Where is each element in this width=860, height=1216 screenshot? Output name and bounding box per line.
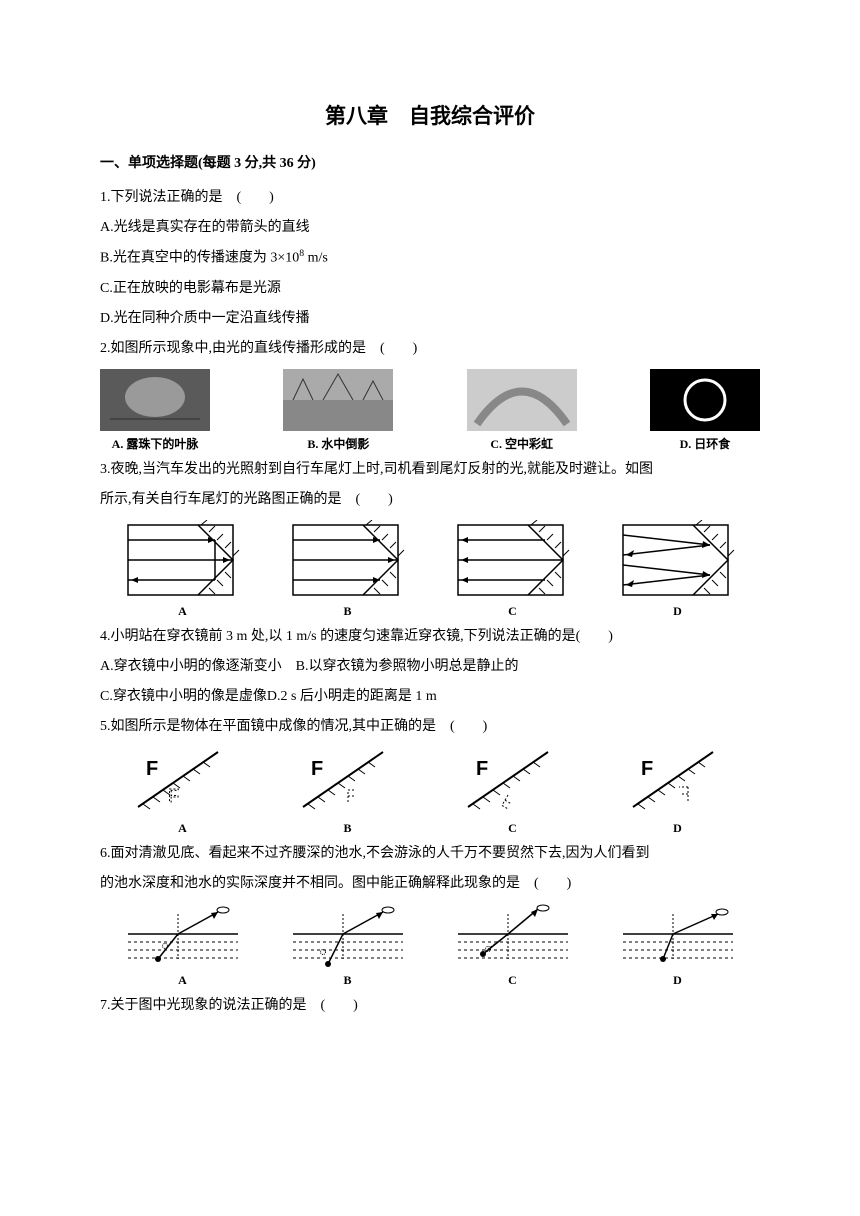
page-title: 第八章 自我综合评价 (100, 100, 760, 130)
q2-img-B: B. 水中倒影 (283, 369, 393, 452)
reflector-diagram-B (288, 520, 408, 600)
q3-lab-D: D (673, 604, 682, 619)
mirror-F-D: F (623, 747, 733, 817)
dewdrop-icon (100, 369, 210, 431)
q5-lab-D: D (673, 821, 682, 836)
q3-lab-C: C (508, 604, 517, 619)
svg-text:F: F (168, 786, 179, 806)
q6-diag-A: A (123, 904, 243, 988)
reflector-diagram-D (618, 520, 738, 600)
svg-text:F: F (641, 758, 653, 780)
q5-stem: 5.如图所示是物体在平面镜中成像的情况,其中正确的是 ( ) (100, 713, 760, 741)
q5-diag-B: F B (293, 747, 403, 836)
mirror-F-A: F F (128, 747, 238, 817)
q4-optCD: C.穿衣镜中小明的像是虚像D.2 s 后小明走的距离是 1 m (100, 683, 760, 711)
q5-diag-D: F D (623, 747, 733, 836)
q3-diag-D: D (618, 520, 738, 619)
refraction-B (288, 904, 408, 969)
mirror-F-B: F (293, 747, 403, 817)
q3-diag-B: B (288, 520, 408, 619)
q5-lab-A: A (178, 821, 187, 836)
svg-text:F: F (146, 758, 158, 780)
q6-lab-A: A (178, 973, 187, 988)
q2-cap-D: D. 日环食 (680, 435, 731, 452)
q2-cap-A: A. 露珠下的叶脉 (112, 435, 199, 452)
q6-lab-C: C (508, 973, 517, 988)
q2-cap-B: B. 水中倒影 (307, 435, 369, 452)
q6-lab-B: B (343, 973, 351, 988)
q3-diagram-row: A B C D (100, 520, 760, 619)
reflection-icon (283, 369, 393, 431)
q6-lab-D: D (673, 973, 682, 988)
q3-lab-A: A (178, 604, 187, 619)
q1-optA: A.光线是真实存在的带箭头的直线 (100, 214, 760, 242)
q1-optC: C.正在放映的电影幕布是光源 (100, 275, 760, 303)
q2-cap-C: C. 空中彩虹 (490, 435, 553, 452)
q1-optB-post: m/s (304, 251, 328, 266)
q6-diag-D: D (618, 904, 738, 988)
q2-stem: 2.如图所示现象中,由光的直线传播形成的是 ( ) (100, 335, 760, 363)
q3-diag-C: C (453, 520, 573, 619)
svg-text:F: F (311, 758, 323, 780)
q4-optAB: A.穿衣镜中小明的像逐渐变小 B.以穿衣镜为参照物小明总是静止的 (100, 653, 760, 681)
q5-diag-A: F F A (128, 747, 238, 836)
q1-stem: 1.下列说法正确的是 ( ) (100, 184, 760, 212)
q2-img-D: D. 日环食 (650, 369, 760, 452)
q5-lab-C: C (508, 821, 517, 836)
eclipse-icon (650, 369, 760, 431)
rainbow-icon (467, 369, 577, 431)
q5-diagram-row: F F A F B F C F D (100, 747, 760, 836)
reflector-diagram-C (453, 520, 573, 600)
svg-text:F: F (476, 758, 488, 780)
q6-diag-C: C (453, 904, 573, 988)
q3-stem-l1: 3.夜晚,当汽车发出的光照射到自行车尾灯上时,司机看到尾灯反射的光,就能及时避让… (100, 456, 760, 484)
q2-img-C: C. 空中彩虹 (467, 369, 577, 452)
q1-optB: B.光在真空中的传播速度为 3×108 m/s (100, 244, 760, 273)
q5-diag-C: F C (458, 747, 568, 836)
reflector-diagram-A (123, 520, 243, 600)
q1-optB-pre: B.光在真空中的传播速度为 3×10 (100, 251, 299, 266)
q6-stem-l1: 6.面对清澈见底、看起来不过齐腰深的池水,不会游泳的人千万不要贸然下去,因为人们… (100, 840, 760, 868)
q6-stem-l2: 的池水深度和池水的实际深度并不相同。图中能正确解释此现象的是 ( ) (100, 870, 760, 898)
q3-lab-B: B (343, 604, 351, 619)
refraction-C (453, 904, 573, 969)
q2-image-row: A. 露珠下的叶脉 B. 水中倒影 C. 空中彩虹 D. 日环食 (100, 369, 760, 452)
q6-diagram-row: A B C (100, 904, 760, 988)
q6-diag-B: B (288, 904, 408, 988)
q4-stem: 4.小明站在穿衣镜前 3 m 处,以 1 m/s 的速度匀速靠近穿衣镜,下列说法… (100, 623, 760, 651)
q2-img-A: A. 露珠下的叶脉 (100, 369, 210, 452)
q3-stem-l2: 所示,有关自行车尾灯的光路图正确的是 ( ) (100, 486, 760, 514)
mirror-F-C: F (458, 747, 568, 817)
section-header: 一、单项选择题(每题 3 分,共 36 分) (100, 152, 760, 172)
refraction-A (123, 904, 243, 969)
q5-lab-B: B (343, 821, 351, 836)
q1-optD: D.光在同种介质中一定沿直线传播 (100, 305, 760, 333)
q7-stem: 7.关于图中光现象的说法正确的是 ( ) (100, 992, 760, 1020)
refraction-D (618, 904, 738, 969)
q3-diag-A: A (123, 520, 243, 619)
